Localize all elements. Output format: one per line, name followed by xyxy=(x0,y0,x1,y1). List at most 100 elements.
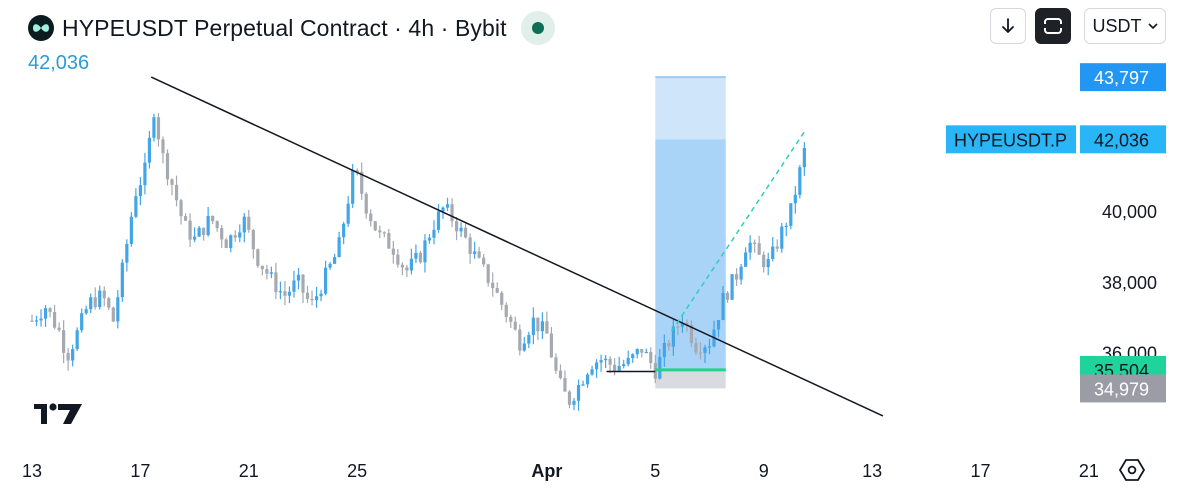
chevron-down-icon xyxy=(1147,22,1158,29)
candle xyxy=(735,274,739,280)
candle xyxy=(780,226,784,249)
currency-select[interactable]: USDT xyxy=(1084,8,1166,44)
candle xyxy=(269,272,273,274)
candle xyxy=(671,326,675,347)
price-tag-bg xyxy=(1080,63,1166,92)
candle xyxy=(680,322,684,327)
candle xyxy=(739,266,743,280)
symbol-tag-label: HYPEUSDT.P xyxy=(954,130,1067,150)
candle xyxy=(211,215,215,222)
symbol-tag-bg xyxy=(946,125,1076,154)
x-tick-label: 21 xyxy=(239,461,259,481)
candle xyxy=(771,246,775,259)
candle xyxy=(296,274,301,281)
y-tick-label: 40,000 xyxy=(1102,202,1157,222)
x-tick-label: 5 xyxy=(650,461,660,481)
candle xyxy=(125,243,129,263)
candle xyxy=(373,221,377,231)
candle xyxy=(572,400,576,405)
candle xyxy=(491,282,495,289)
candle xyxy=(518,329,522,351)
candle xyxy=(631,354,635,359)
candle xyxy=(513,321,517,330)
candle xyxy=(319,293,323,297)
chart-header: HYPEUSDT Perpetual Contract · 4h · Bybit xyxy=(28,8,555,48)
candle xyxy=(134,196,138,217)
download-button[interactable] xyxy=(990,8,1026,44)
candle xyxy=(698,352,703,354)
candle xyxy=(62,330,66,353)
candle xyxy=(473,251,477,255)
target-zone xyxy=(655,77,726,140)
candle xyxy=(229,235,233,249)
x-tick-label: Apr xyxy=(531,461,562,481)
candle xyxy=(400,264,404,268)
candle xyxy=(224,239,228,249)
candle xyxy=(360,171,364,194)
chart-settings-button[interactable] xyxy=(1118,459,1146,481)
x-tick-label: 17 xyxy=(130,461,150,481)
candle xyxy=(613,364,617,371)
candle xyxy=(436,211,441,230)
candle xyxy=(545,321,549,334)
candle xyxy=(247,216,251,230)
candle xyxy=(351,170,355,204)
currency-label: USDT xyxy=(1092,15,1142,36)
candle xyxy=(590,369,594,375)
candle xyxy=(251,229,255,250)
candle xyxy=(328,263,332,268)
candle xyxy=(536,317,540,332)
candle xyxy=(617,366,621,371)
candle xyxy=(147,137,152,163)
candle xyxy=(450,204,454,222)
candle xyxy=(93,297,97,308)
candle xyxy=(238,232,242,238)
candle xyxy=(143,162,147,186)
candle xyxy=(464,227,468,238)
candle xyxy=(748,242,752,253)
candle xyxy=(337,237,341,258)
candle xyxy=(649,351,653,364)
candle xyxy=(30,320,34,322)
candle xyxy=(409,258,413,271)
candle xyxy=(567,391,572,405)
projection-line xyxy=(670,131,805,332)
candle xyxy=(418,252,423,263)
candle xyxy=(658,357,662,379)
candle xyxy=(120,262,124,298)
candle xyxy=(716,320,721,330)
candle xyxy=(323,267,328,294)
candle xyxy=(378,230,382,233)
candle xyxy=(468,237,472,255)
candle xyxy=(558,370,563,379)
candle xyxy=(427,237,432,241)
candle xyxy=(174,184,179,201)
candle xyxy=(757,243,761,255)
candles xyxy=(30,113,806,411)
price-tag-value: 43,797 xyxy=(1094,68,1149,88)
candle xyxy=(405,267,409,271)
y-tick-label: 38,000 xyxy=(1102,273,1157,293)
candle xyxy=(509,316,513,322)
candle xyxy=(310,298,314,301)
candle xyxy=(193,236,197,240)
candle xyxy=(80,313,84,331)
candle xyxy=(265,269,269,274)
candle xyxy=(170,179,174,185)
candle xyxy=(676,326,680,328)
candle xyxy=(111,307,115,322)
candle xyxy=(242,216,246,233)
x-tick-label: 13 xyxy=(22,461,42,481)
fullscreen-button[interactable] xyxy=(1035,8,1071,44)
symbol-title[interactable]: HYPEUSDT Perpetual Contract · 4h · Bybit xyxy=(62,14,507,41)
candle xyxy=(540,321,544,332)
candle xyxy=(152,117,156,138)
candle xyxy=(48,308,52,312)
candle xyxy=(793,194,797,204)
candle xyxy=(445,204,450,208)
candle xyxy=(622,364,626,367)
candle xyxy=(71,349,75,361)
candle xyxy=(662,342,666,358)
